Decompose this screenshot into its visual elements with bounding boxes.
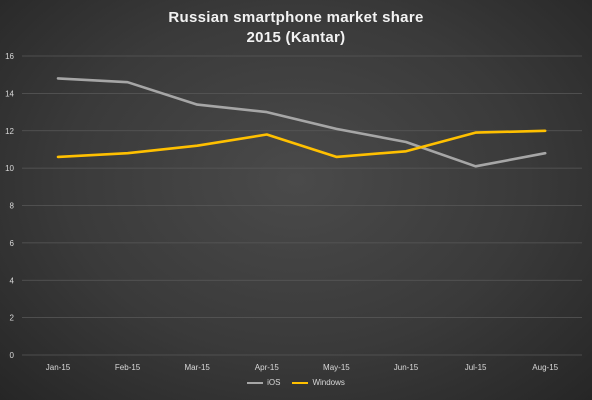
- x-tick-label-May-15: May-15: [323, 363, 350, 372]
- x-tick-label-Mar-15: Mar-15: [185, 363, 211, 372]
- y-tick-label-0: 0: [10, 351, 15, 360]
- legend: iOS Windows: [0, 378, 592, 388]
- series-layer: [56, 77, 547, 168]
- x-tick-label-Jul-15: Jul-15: [465, 363, 487, 372]
- legend-item-ios: iOS: [247, 378, 280, 388]
- y-tick-label-8: 8: [10, 202, 15, 211]
- y-tick-label-4: 4: [10, 276, 15, 285]
- legend-swatch-ios: [247, 382, 264, 384]
- grid-layer: [22, 55, 582, 356]
- x-tick-labels: Jan-15 Feb-15 Mar-15 Apr-15 May-15 Jun-15 Jul-…: [46, 363, 559, 372]
- y-tick-label-12: 12: [5, 127, 14, 136]
- chart-subtitle: 2015 (Kantar): [246, 29, 346, 46]
- y-tick-label-10: 10: [5, 164, 14, 173]
- chart-title-block: Russian smartphone market share 2015 (Ka…: [0, 8, 592, 48]
- legend-label-windows: Windows: [312, 378, 345, 387]
- x-tick-label-Jun-15: Jun-15: [394, 363, 419, 372]
- y-tick-label-16: 16: [5, 52, 14, 61]
- y-tick-label-6: 6: [10, 239, 15, 248]
- series-line-ios: [56, 77, 547, 168]
- y-tick-labels: 0 2 4 6 8 10 12 14 16: [5, 52, 14, 360]
- x-tick-label-Aug-15: Aug-15: [532, 363, 558, 372]
- chart-title: Russian smartphone market share: [168, 9, 424, 26]
- legend-swatch-windows: [292, 382, 309, 384]
- x-tick-label-Apr-15: Apr-15: [255, 363, 280, 372]
- legend-label-ios: iOS: [267, 378, 281, 387]
- x-tick-label-Jan-15: Jan-15: [46, 363, 71, 372]
- y-tick-label-2: 2: [10, 314, 15, 323]
- legend-item-windows: Windows: [292, 378, 345, 388]
- x-tick-label-Feb-15: Feb-15: [115, 363, 141, 372]
- y-tick-label-14: 14: [5, 89, 14, 98]
- series-line-windows: [56, 129, 547, 159]
